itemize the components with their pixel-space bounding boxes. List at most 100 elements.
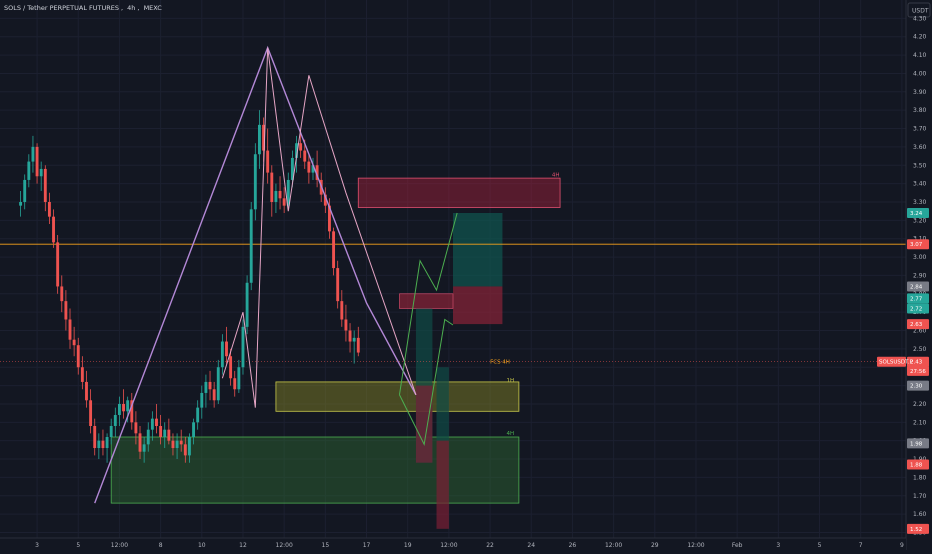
symbol-tag-label: SOLSUSDT.P [879,360,914,366]
candle-body [31,146,35,162]
symbol-title: SOLS / Tether PERPETUAL FUTURES [4,4,119,12]
candle-body [332,231,336,269]
label-red-zone: 4H [552,172,560,178]
label-yellow-1h: 1H [507,378,515,384]
candle-body [299,143,303,151]
price-tag-label: 3.07 [910,242,923,248]
price-tag [907,239,929,250]
x-tick-label: 12 [239,542,247,549]
long-target-box [453,212,503,287]
candle-body [200,392,204,408]
candle-body [356,337,360,353]
candle-body [270,172,274,202]
candle-body [274,190,278,202]
y-tick-label: 1.90 [913,456,927,463]
candle-body [76,345,80,368]
candle-body [105,437,109,449]
candle-body [336,268,340,302]
chart-header: SOLS / Tether PERPETUAL FUTURES, 4h, MEX… [4,4,162,12]
price-tag [907,303,929,314]
y-tick-label: 3.20 [913,217,927,224]
candle-body [35,146,39,177]
candle-body [216,367,220,401]
x-tick-label: 12:00 [111,542,128,549]
candle-body [282,198,286,206]
candle-body [290,157,294,180]
time-axis[interactable] [0,538,906,550]
price-tag-label: 2.43 [910,360,923,366]
candle-body [192,422,195,438]
candle-body [117,403,121,415]
y-tick-label: 3.90 [913,89,927,96]
candle-body [225,341,228,357]
y-tick-label: 2.20 [913,401,927,408]
candle-body [167,429,171,441]
x-tick-label: 12:00 [605,542,622,549]
pattern-line-inner [221,47,417,408]
y-tick-label: 2.10 [913,419,927,426]
candle-body [52,216,55,243]
candle-body [323,194,327,206]
price-axis[interactable] [906,0,932,550]
price-tag [907,281,929,292]
candle-body [23,179,27,202]
x-tick-label: 3 [35,542,39,549]
y-tick-label: 3.40 [913,181,927,188]
candle-body [229,356,233,379]
scenario-box-green [436,367,449,441]
y-tick-label: 3.70 [913,126,927,133]
x-tick-label: 5 [76,542,80,549]
candle-body [258,124,261,155]
price-tag-label: 1.52 [910,527,922,533]
x-tick-label: 8 [159,542,163,549]
candle-body [113,414,117,426]
x-tick-label: 29 [651,542,659,549]
x-tick-label: 19 [404,542,412,549]
y-tick-label: 3.30 [913,199,927,206]
candle-body [89,400,93,426]
price-tag-label: 2.72 [910,306,922,312]
y-tick-label: 3.80 [913,107,927,114]
candle-body [307,161,311,173]
candle-body [348,330,352,342]
price-tag-label: 2.84 [910,284,923,290]
x-tick-label: 9 [900,542,904,549]
y-tick-label: 1.80 [913,474,927,481]
price-tag-label: 1.98 [910,441,923,447]
scenario-box-red [436,440,449,529]
candle-body [303,150,307,162]
candle-body [187,437,191,456]
candle-body [262,124,266,151]
y-tick-label: 3.10 [913,236,927,243]
candle-body [68,319,72,340]
y-tick-label: 2.90 [913,272,927,279]
price-tag-label: 1.88 [910,463,923,469]
candle-body [72,339,76,346]
x-tick-label: 7 [859,542,863,549]
x-tick-label: Feb [732,542,743,549]
currency-button[interactable] [907,2,931,18]
price-tag [907,365,929,376]
candle-body [80,367,84,382]
price-tag [907,207,929,218]
candle-body [134,422,138,434]
y-tick-label: 4.30 [913,15,927,22]
x-tick-label: 26 [569,542,577,549]
price-tag-label: 27:56 [910,369,926,375]
candle-body [109,425,113,438]
candle-body [220,341,224,368]
candle-body [60,286,64,302]
candle-body [150,418,154,430]
candle-body [245,282,249,327]
candle-body [85,381,88,401]
x-tick-label: 12:00 [687,542,704,549]
price-tag [907,356,929,367]
x-tick-label: 12:00 [276,542,293,549]
currency-button-label: USDT [912,8,929,15]
candle-body [171,440,175,449]
candle-body [56,242,60,287]
projection-arrow-alt [399,318,454,446]
x-tick-label: 24 [527,542,535,549]
